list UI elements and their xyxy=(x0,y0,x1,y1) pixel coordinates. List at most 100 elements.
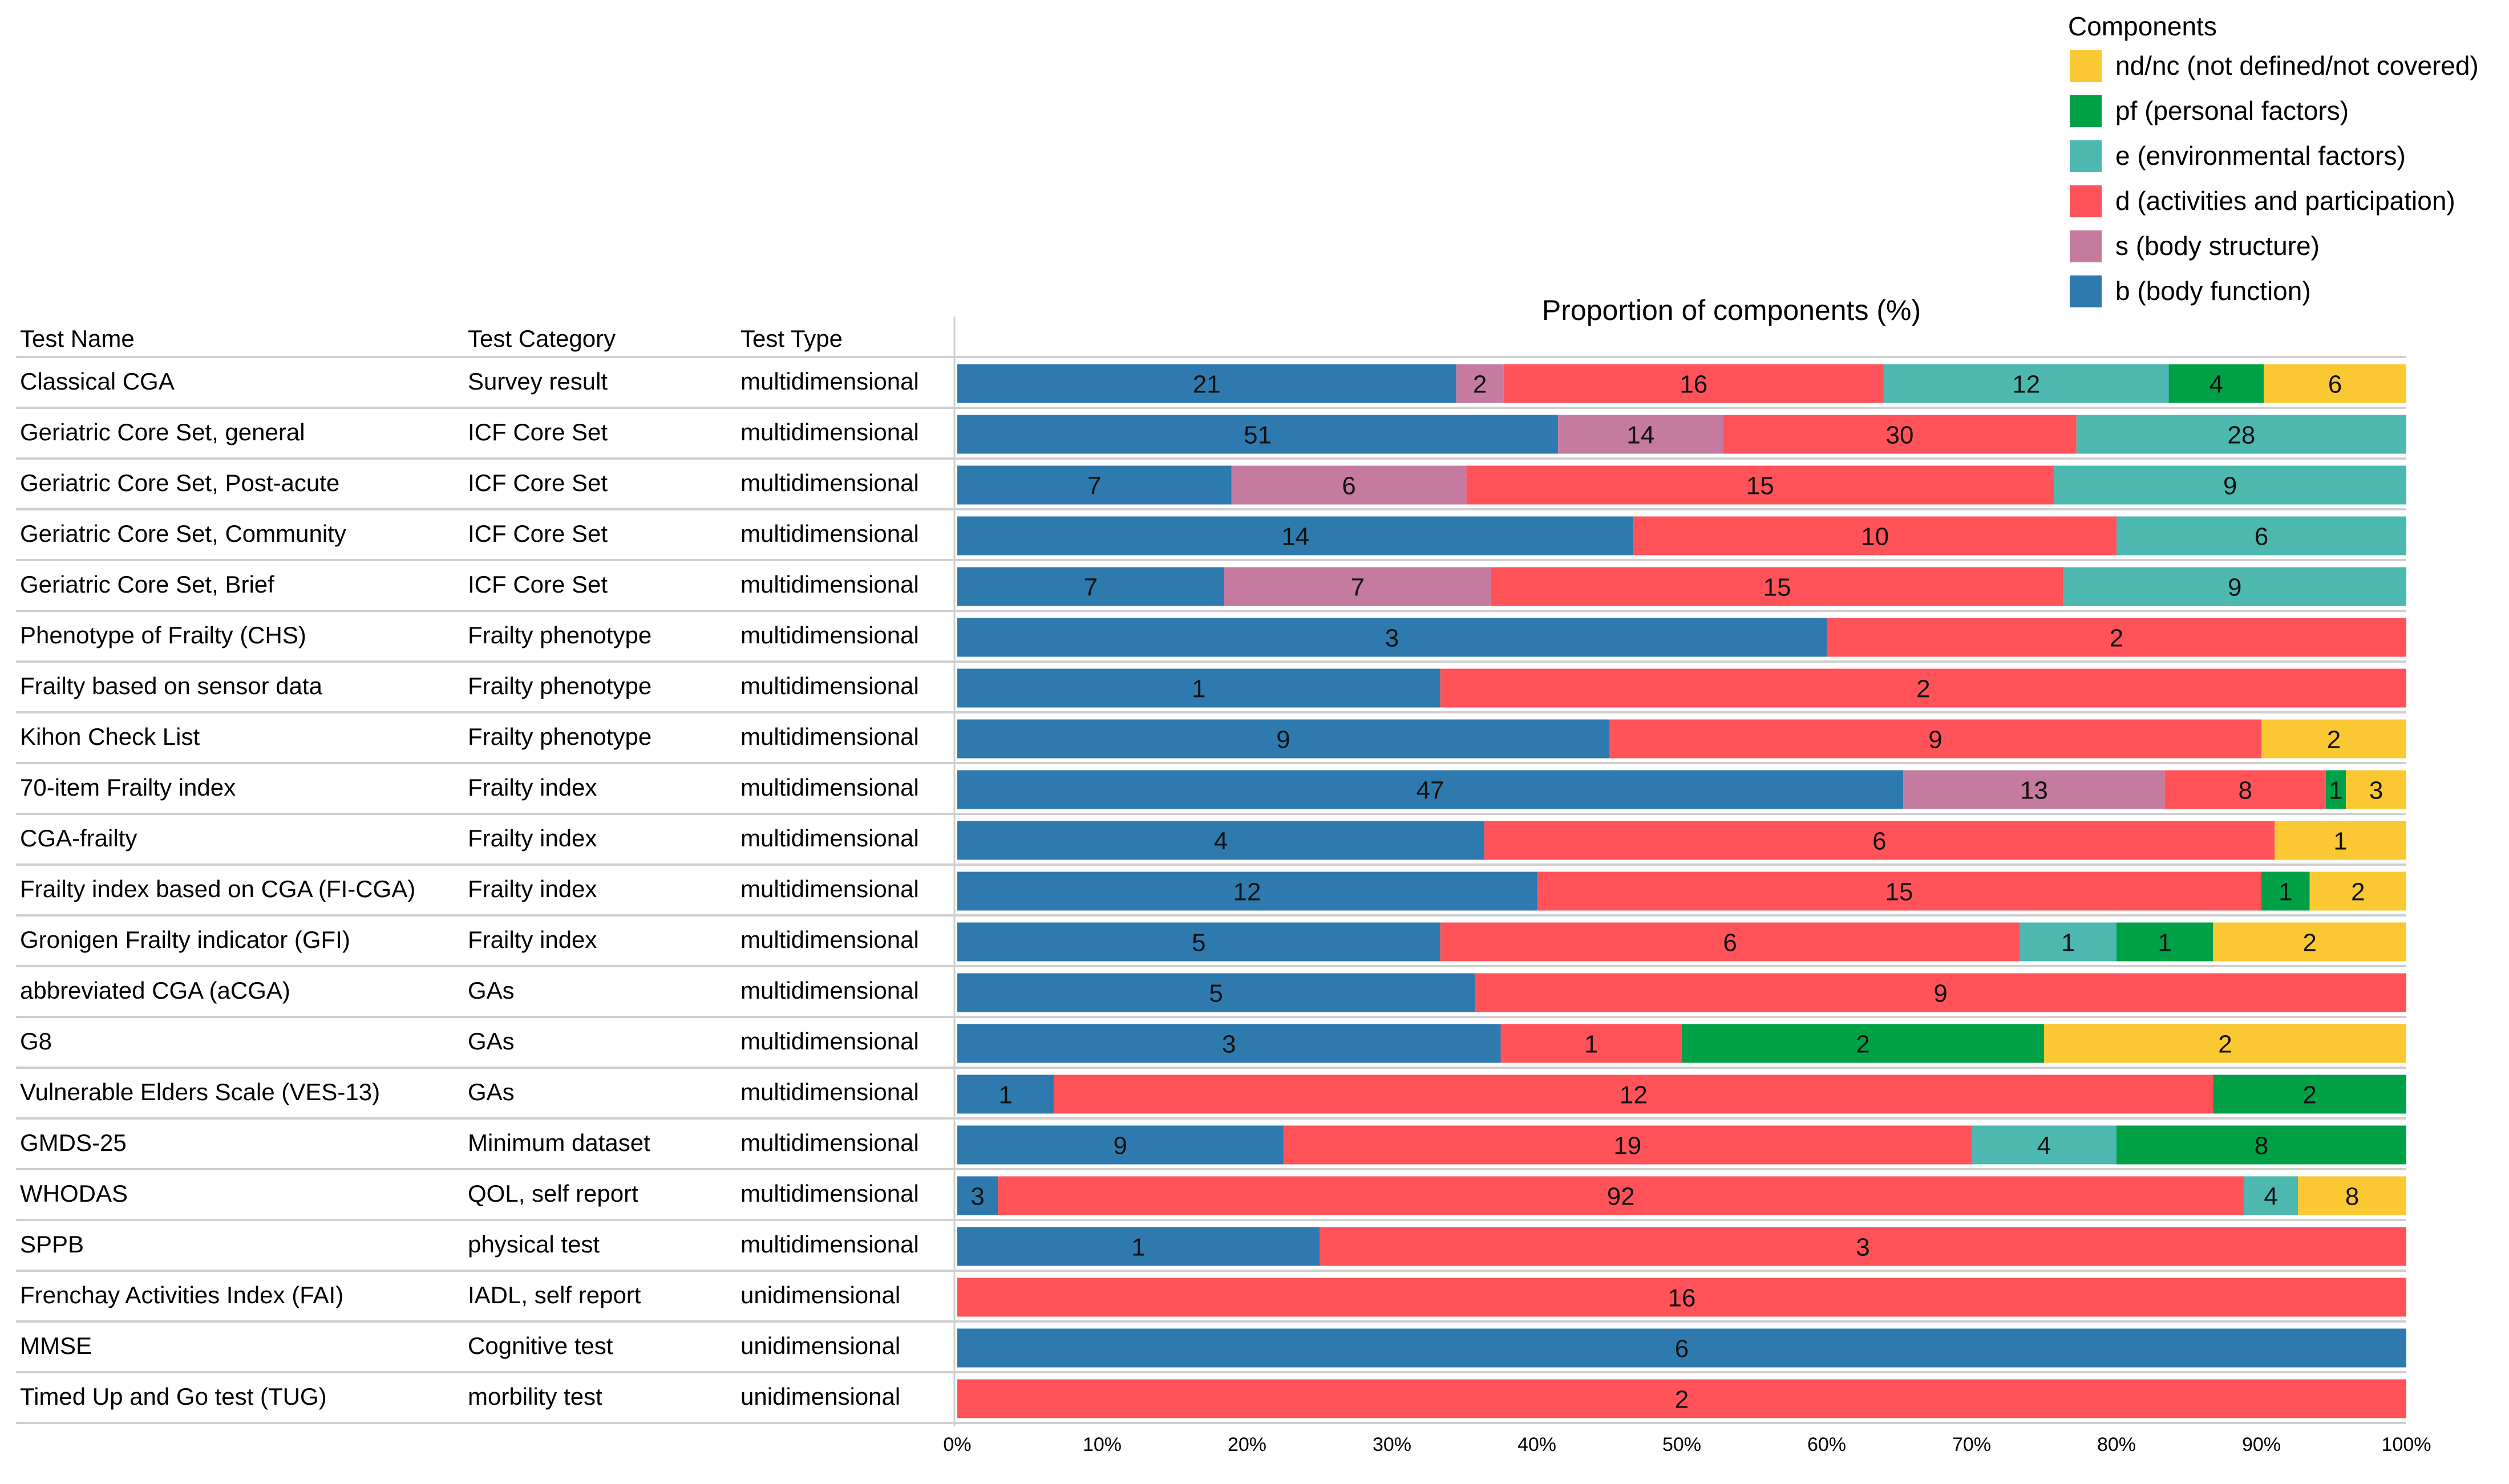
bar-segment-b xyxy=(957,770,1904,809)
bar-label-b: 3 xyxy=(970,1183,984,1211)
test-category: Minimum dataset xyxy=(468,1129,650,1156)
table-row: Frenchay Activities Index (FAI) IADL, sel… xyxy=(20,1282,900,1308)
test-category: ICF Core Set xyxy=(468,520,608,547)
bar-segment-nd xyxy=(2275,821,2406,860)
bar-label-d: 30 xyxy=(1886,421,1914,449)
table-row: WHODAS QOL, self report multidimensional xyxy=(20,1180,919,1207)
bar-segment-b xyxy=(957,415,1559,454)
x-tick-label: 20% xyxy=(1228,1434,1266,1455)
bar-label-d: 15 xyxy=(1746,472,1774,500)
bar-label-e: 12 xyxy=(2012,371,2040,399)
bar-stack: 14 10 6 xyxy=(957,516,2406,556)
bar-segment-e xyxy=(2117,516,2406,556)
table-row: G8 GAs multidimensional xyxy=(20,1028,919,1055)
bar-segment-b xyxy=(957,821,1484,860)
bar-segment-d xyxy=(998,1176,2244,1215)
bar-label-b: 1 xyxy=(998,1081,1012,1109)
table-row: MMSE Cognitive test unidimensional xyxy=(20,1332,900,1359)
table-row: abbreviated CGA (aCGA) GAs multidimensiona… xyxy=(20,977,919,1004)
table-row: Timed Up and Go test (TUG) morbility test… xyxy=(20,1383,900,1410)
bar-segment-d xyxy=(2164,770,2326,809)
bar-label-d: 9 xyxy=(1933,980,1947,1008)
bar-label-e: 9 xyxy=(2228,574,2241,602)
bar-label-s: 6 xyxy=(1342,472,1355,500)
bar-label-d: 8 xyxy=(2239,777,2252,805)
x-tick-label: 90% xyxy=(2242,1434,2281,1455)
bar-stack: 51 14 30 28 xyxy=(957,415,2406,454)
bar-label-b: 51 xyxy=(1244,421,1272,449)
x-tick-label: 0% xyxy=(943,1434,971,1455)
bar-segment-b xyxy=(957,973,1475,1012)
bar-label-nd: 3 xyxy=(2369,777,2383,805)
bar-segment-d xyxy=(1609,719,2261,759)
legend-swatch-e xyxy=(2070,140,2102,172)
legend-label-s: s (body structure) xyxy=(2115,231,2320,261)
bar-label-nd: 6 xyxy=(2328,371,2342,399)
x-tick-label: 50% xyxy=(1662,1434,1701,1455)
test-name: G8 xyxy=(20,1028,52,1055)
test-type: multidimensional xyxy=(740,469,919,496)
bar-stack: 7 7 15 9 xyxy=(957,567,2406,606)
bar-label-b: 14 xyxy=(1281,523,1309,551)
bar-segment-e xyxy=(2020,922,2117,962)
bar-stack: 16 xyxy=(957,1278,2406,1317)
test-name: Geriatric Core Set, Brief xyxy=(20,571,274,598)
test-category: Frailty phenotype xyxy=(468,723,651,750)
test-category: Survey result xyxy=(468,368,608,395)
bar-label-nd: 8 xyxy=(2345,1183,2359,1211)
test-name: Geriatric Core Set, Community xyxy=(20,520,346,547)
test-category: Frailty index xyxy=(468,875,597,902)
bar-label-d: 2 xyxy=(1675,1386,1689,1414)
bar-segment-s xyxy=(1231,465,1467,505)
bar-segment-d xyxy=(957,1379,2406,1418)
bar-stack: 7 6 15 9 xyxy=(957,465,2406,505)
table-row: Geriatric Core Set, Brief ICF Core Set mul… xyxy=(20,571,919,598)
bar-segment-b xyxy=(957,871,1537,911)
table-row: Phenotype of Frailty (CHS) Frailty phenot… xyxy=(20,622,919,648)
bar-segment-s xyxy=(1903,770,2165,809)
bar-segment-nd xyxy=(2044,1024,2406,1063)
bar-segment-nd xyxy=(2264,364,2406,403)
bar-label-b: 9 xyxy=(1276,726,1290,754)
bar-label-e: 1 xyxy=(2061,929,2075,957)
bar-segment-pf xyxy=(2325,770,2346,809)
test-type: multidimensional xyxy=(740,825,919,852)
bar-label-b: 12 xyxy=(1233,878,1261,906)
test-category: Frailty phenotype xyxy=(468,622,651,648)
test-name: Gronigen Frailty indicator (GFI) xyxy=(20,926,350,953)
test-name: Timed Up and Go test (TUG) xyxy=(20,1383,327,1410)
legend-label-e: e (environmental factors) xyxy=(2115,141,2406,171)
bar-segment-d xyxy=(957,1278,2406,1317)
bar-label-e: 28 xyxy=(2227,421,2255,449)
test-name: Geriatric Core Set, general xyxy=(20,419,305,445)
bar-label-nd: 2 xyxy=(2302,929,2316,957)
test-name: 70-item Frailty index xyxy=(20,774,236,801)
bar-label-b: 9 xyxy=(1114,1132,1127,1160)
bar-stack: 4 6 1 xyxy=(957,821,2406,860)
bar-segment-b xyxy=(957,465,1232,505)
column-header-name: Test Name xyxy=(20,325,135,352)
bar-label-nd: 2 xyxy=(2218,1031,2232,1059)
bar-segment-d xyxy=(1320,1227,2406,1266)
legend: Components nd/nc (not defined/not covered… xyxy=(2068,11,2479,307)
bar-segment-pf xyxy=(2213,1075,2406,1114)
bar-stack: 9 9 2 xyxy=(957,719,2406,759)
test-category: IADL, self report xyxy=(468,1282,641,1308)
test-category: Frailty index xyxy=(468,774,597,801)
bar-segment-s xyxy=(1558,415,1723,454)
bar-label-d: 1 xyxy=(1584,1031,1598,1059)
bar-label-e: 9 xyxy=(2223,472,2237,500)
bar-label-pf: 1 xyxy=(2158,929,2171,957)
bar-segment-e xyxy=(2063,567,2406,606)
test-type: multidimensional xyxy=(740,672,919,699)
column-header-type: Test Type xyxy=(740,325,843,352)
x-tick-label: 100% xyxy=(2382,1434,2431,1455)
x-axis: 0% 10% 20% 30% 40% 50% 60% 70% 80% 90% 100% xyxy=(943,1434,2431,1455)
bar-stack: 12 15 1 2 xyxy=(957,871,2406,911)
test-name: MMSE xyxy=(20,1332,92,1359)
bar-segment-pf xyxy=(1682,1024,2044,1063)
bar-label-s: 2 xyxy=(1473,371,1487,399)
